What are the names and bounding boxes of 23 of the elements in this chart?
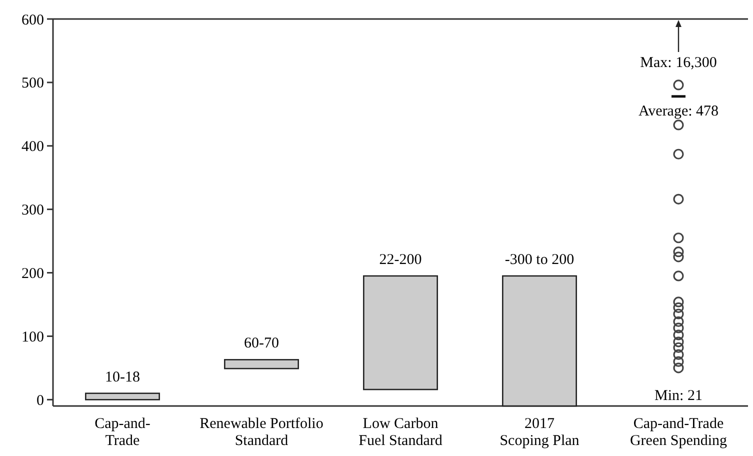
annotation: Min: 21 [654, 388, 702, 404]
bar [224, 359, 299, 370]
data-label: 60-70 [244, 336, 279, 352]
x-tick-label: Cap-and- Trade [94, 416, 150, 449]
y-tick-label: 300 [22, 202, 44, 219]
x-tick-label: 2017 Scoping Plan [500, 416, 580, 449]
data-label: 22-200 [379, 252, 422, 268]
x-tick-label: Renewable Portfolio Standard [200, 416, 324, 449]
annotation: -300 to 200 [504, 252, 574, 268]
y-tick-label: 400 [22, 139, 44, 156]
bar [85, 392, 160, 400]
data-label: 10-18 [105, 369, 140, 386]
y-tick-label: 200 [22, 266, 44, 282]
x-tick-label: Low Carbon Fuel Standard [358, 416, 443, 449]
y-tick-label: 500 [22, 76, 44, 92]
bar [363, 275, 438, 390]
annotation: Max: 16,300 [640, 55, 717, 71]
y-tick-label: 100 [22, 329, 44, 346]
y-tick-label: 600 [22, 12, 44, 28]
ref-line-label: Average: 478 [638, 103, 719, 120]
bar [502, 275, 577, 407]
x-tick-label: Cap-and-Trade Green Spending [630, 416, 728, 449]
y-tick-label: 0 [36, 392, 44, 409]
